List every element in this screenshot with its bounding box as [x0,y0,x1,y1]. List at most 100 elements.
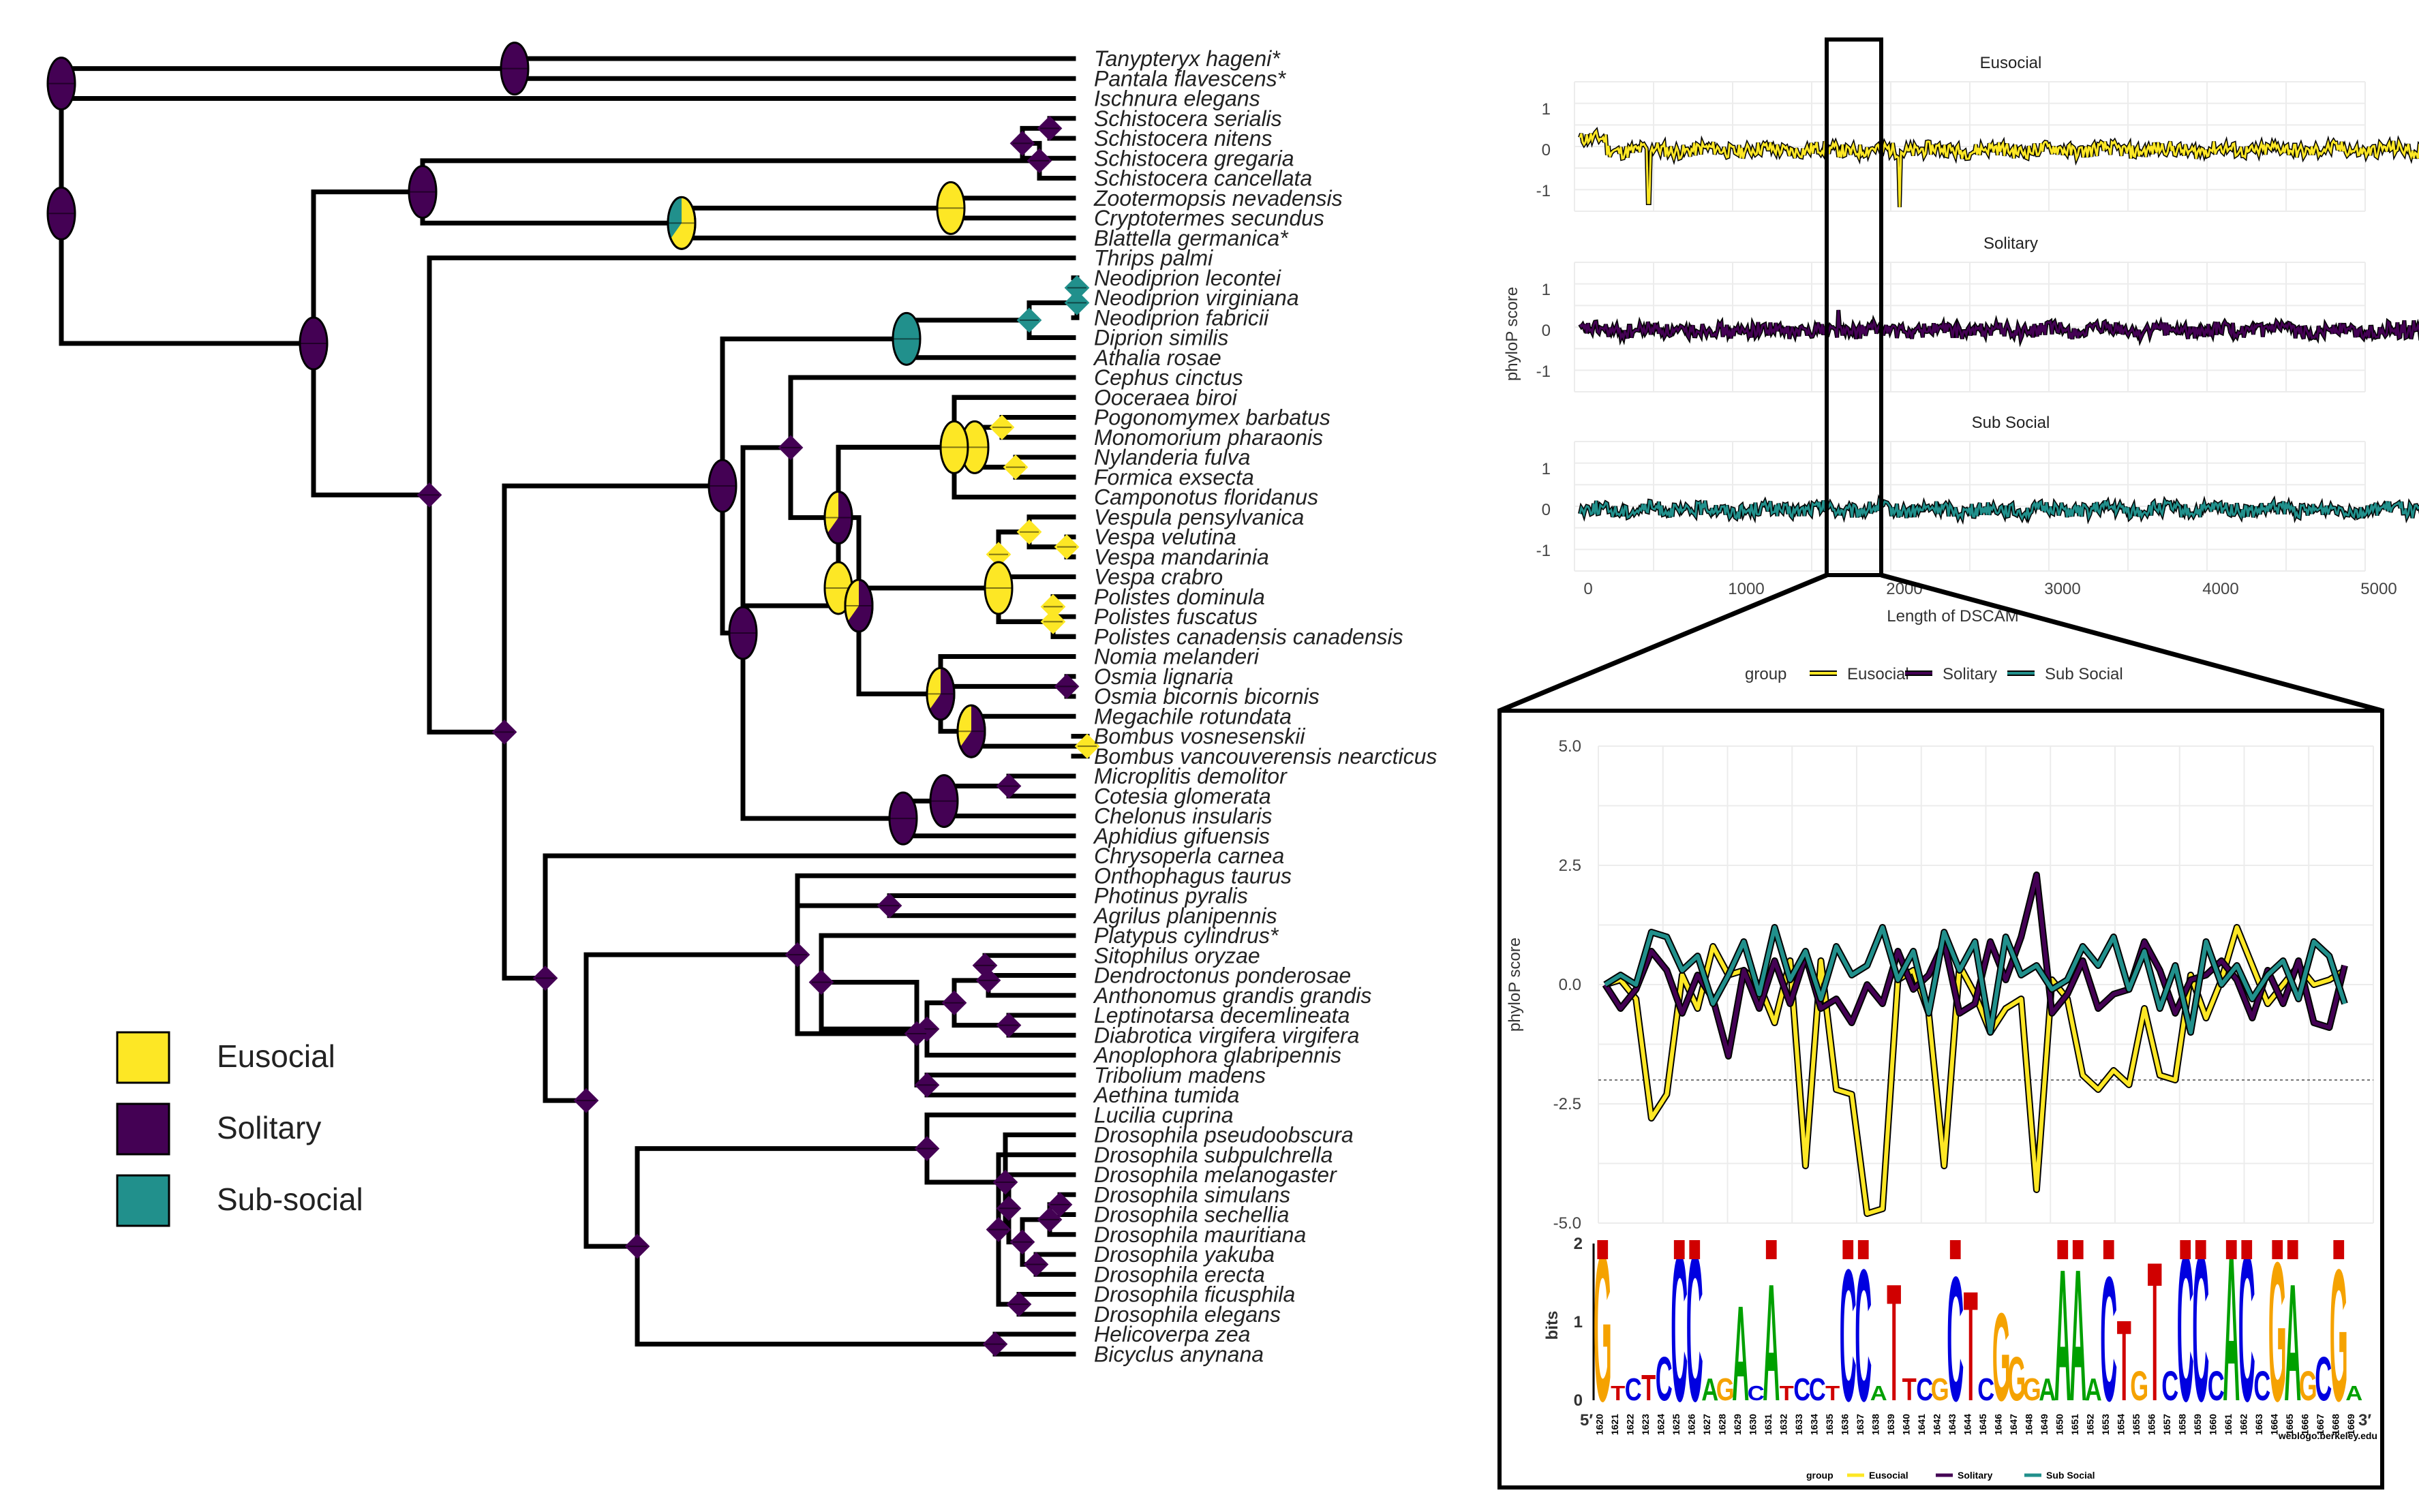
tip-label: Osmia bicornis bicornis [1094,684,1320,709]
legend-swatch-solitary [116,1102,170,1156]
tip-label: Polistes dominula [1094,585,1265,609]
x-tick-label: 1000 [1728,580,1764,598]
node-state-marker [624,1233,650,1259]
node-state-marker [785,942,810,968]
logo-y-tick: 2 [1574,1235,1583,1253]
logo-position-label: 1648 [2023,1414,2034,1435]
tip-label: Drosophila pseudoobscura [1094,1123,1354,1147]
tip-label: Drosophila elegans [1094,1302,1281,1327]
logo-letter: G [2299,1363,2317,1410]
tip-label: Vespa mandarinia [1094,544,1269,569]
tip-label: Vespa velutina [1094,525,1236,549]
logo-letter: C [2161,1363,2178,1410]
logo-letter: T [1902,1372,1917,1407]
logo-top-mark [1949,1240,1961,1259]
x-tick-label: 4000 [2202,580,2238,598]
logo-credit: weblogo.berkeley.edu [2278,1430,2377,1441]
tip-label: Drosophila yakuba [1094,1242,1275,1267]
logo-letter: C [1748,1381,1765,1405]
logo-top-mark [1857,1240,1869,1259]
legend-label-subsocial: Sub-social [217,1182,363,1217]
node-state-marker [975,968,1001,993]
logo-position-label: 1647 [2008,1414,2019,1435]
logo-position-label: 1651 [2069,1414,2080,1435]
tip-label: Monomorium pharaonis [1094,425,1323,450]
y-tick-label: -5.0 [1553,1214,1581,1233]
logo-position-label: 1654 [2115,1414,2126,1435]
logo-letter: T [2117,1297,2131,1425]
node-state-marker [823,491,853,545]
logo-position-label: 1650 [2054,1414,2065,1435]
node-state-marker [929,774,959,829]
logo-position-label: 1649 [2039,1414,2050,1435]
logo-3prime: 3′ [2358,1411,2371,1430]
node-state-marker [500,42,530,96]
logo-position-label: 1631 [1763,1414,1774,1435]
trace-subsocial [1579,497,2419,521]
logo-position-label: 1624 [1655,1414,1666,1435]
logo-letter: A [1701,1372,1718,1407]
logo-position-label: 1667 [2315,1414,2326,1435]
y-axis-label: phyloP score [1503,287,1521,381]
logo-position-label: 1637 [1855,1414,1866,1435]
node-state-marker [996,1013,1022,1038]
tip-label: Diprion similis [1094,326,1228,350]
node-state-marker [986,1217,1011,1242]
facet-title: Eusocial [1980,54,2042,72]
bottom-legend-label: Sub Social [2046,1470,2095,1481]
highlight-box [1825,37,1883,577]
node-state-marker [1074,733,1100,759]
tip-label: Formica exsecta [1094,465,1254,489]
tip-label: Neodiprion lecontei [1094,266,1281,290]
logo-y-tick: 0 [1574,1391,1583,1410]
tip-label: Osmia lignaria [1094,664,1234,689]
trace-eusocial [1579,129,2419,208]
tip-label: Neodiprion fabricii [1094,305,1269,330]
legend-label-eusocial: Eusocial [217,1038,335,1074]
node-state-marker [939,420,969,474]
logo-letter: A [2085,1372,2102,1407]
facet-title: Sub Social [1972,414,2050,432]
node-state-marker [808,970,834,995]
node-state-marker [46,186,76,241]
logo-letter: G [1931,1372,1949,1407]
logo-letter: G [2007,1344,2026,1414]
logo-letter: C [2315,1344,2332,1414]
logo-letter: G [1716,1372,1735,1407]
x-tick-label: 5000 [2360,580,2397,598]
logo-letter: C [1855,1230,1872,1440]
x-axis-label: Length of DSCAM [1887,607,2018,626]
node-state-marker [956,704,986,758]
tip-label: Vespa crabro [1094,565,1223,589]
y-tick-label: 0.0 [1559,976,1581,994]
logo-top-mark [2103,1240,2114,1259]
logo-position-label: 1665 [2284,1414,2295,1435]
tip-label: Dendroctonus ponderosae [1094,963,1351,988]
tip-label: Pantala flavescens* [1094,66,1287,91]
bottom-legend-label: Eusocial [1869,1470,1908,1481]
node-state-marker [1064,275,1090,300]
node-state-marker [46,57,76,111]
tip-label: Cephus cinctus [1094,365,1243,390]
logo-position-label: 1660 [2207,1414,2218,1435]
logo-position-label: 1630 [1747,1414,1758,1435]
tip-label: Aphidius gifuensis [1093,824,1270,848]
logo-letter: T [1611,1381,1625,1405]
tip-label: Drosophila simulans [1094,1182,1290,1207]
logo-letter: G [1992,1288,2011,1428]
node-state-marker [1016,307,1042,333]
logo-letter: A [1732,1279,1749,1430]
bottom-legend-label: Solitary [1958,1470,1993,1481]
logo-letter: C [1977,1372,1994,1407]
node-state-marker [1064,290,1090,315]
logo-position-label: 1628 [1716,1414,1727,1435]
logo-letter: C [1840,1230,1857,1440]
logo-top-mark [2225,1240,2237,1259]
logo-letter: C [2208,1363,2225,1410]
tip-label: Nylanderia fulva [1094,445,1250,469]
tip-label: Chrysoperla carnea [1094,844,1284,868]
logo-position-label: 1633 [1793,1414,1804,1435]
tip-label: Bombus vancouverensis nearcticus [1094,744,1437,769]
logo-position-label: 1663 [2253,1414,2264,1435]
tip-label: Drosophila mauritiana [1094,1222,1306,1247]
